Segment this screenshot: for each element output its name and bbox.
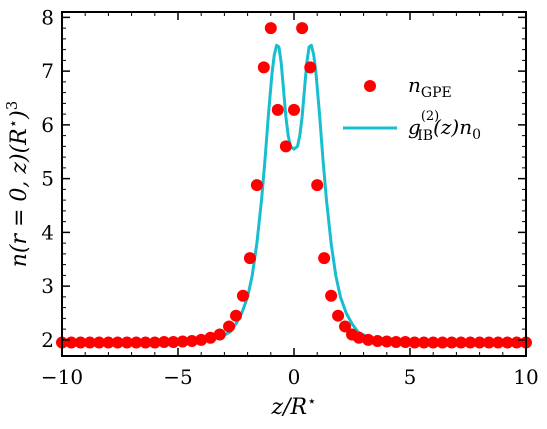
legend-label-line: g(2) IB(z)n0 [408, 109, 481, 144]
data-point [264, 22, 277, 35]
data-point [362, 333, 375, 346]
plot-frame [61, 11, 527, 357]
data-point [204, 331, 217, 344]
data-point [339, 320, 352, 333]
legend-label-points: nGPE [408, 73, 452, 101]
points-layer [56, 22, 532, 349]
data-point [380, 335, 393, 348]
data-point [390, 336, 403, 349]
data-point [296, 22, 309, 35]
x-tick-label: 0 [288, 365, 301, 389]
y-axis-label: n(r = 0, z)(R⋆)3 [3, 101, 32, 268]
data-point [102, 336, 115, 349]
data-point [399, 336, 412, 349]
data-point [167, 336, 180, 349]
data-point [236, 289, 249, 302]
data-point [501, 336, 514, 349]
data-point [176, 335, 189, 348]
data-point [279, 140, 292, 153]
data-point [436, 336, 449, 349]
data-point [195, 333, 208, 346]
data-point [427, 336, 440, 349]
data-point [482, 336, 495, 349]
data-point [139, 336, 152, 349]
data-point [120, 336, 133, 349]
y-tick-label: 4 [41, 220, 54, 244]
y-tick-label: 3 [41, 274, 54, 298]
data-point [130, 336, 143, 349]
x-tick-label: −5 [163, 365, 192, 389]
data-point [257, 61, 270, 74]
data-point [332, 309, 345, 322]
data-point [250, 179, 263, 192]
legend-marker-points [364, 80, 376, 92]
legend: nGPE g(2) IB(z)n0 [343, 73, 481, 144]
data-point [148, 336, 161, 349]
data-point [223, 320, 236, 333]
data-point [473, 336, 486, 349]
y-tick-label: 2 [41, 328, 54, 352]
x-tick-label: 10 [513, 365, 538, 389]
y-tick-label: 6 [41, 113, 54, 137]
data-point [455, 336, 468, 349]
data-point [93, 336, 106, 349]
data-point [311, 179, 324, 192]
y-tick-label: 7 [41, 59, 54, 83]
data-point [288, 103, 300, 116]
y-tick-label: 8 [41, 5, 54, 29]
x-tick-label: −10 [41, 365, 83, 389]
data-point [408, 336, 421, 349]
data-point [213, 328, 226, 341]
data-point [304, 61, 317, 74]
data-point [158, 336, 171, 349]
y-tick-label: 5 [41, 167, 54, 191]
data-point [111, 336, 124, 349]
data-point [325, 289, 338, 302]
data-point [83, 336, 96, 349]
plot-background [62, 12, 526, 356]
data-point [371, 334, 384, 347]
data-point [271, 103, 284, 116]
data-point [492, 336, 505, 349]
x-tick-label: 5 [404, 365, 417, 389]
data-point [74, 336, 87, 349]
data-point [318, 252, 331, 265]
data-point [185, 334, 198, 347]
data-point [464, 336, 477, 349]
data-point [417, 336, 430, 349]
data-point [352, 331, 365, 344]
data-point [243, 252, 256, 265]
data-point [445, 336, 458, 349]
data-point [230, 309, 242, 322]
x-axis-label: z/R⋆ [271, 392, 317, 420]
